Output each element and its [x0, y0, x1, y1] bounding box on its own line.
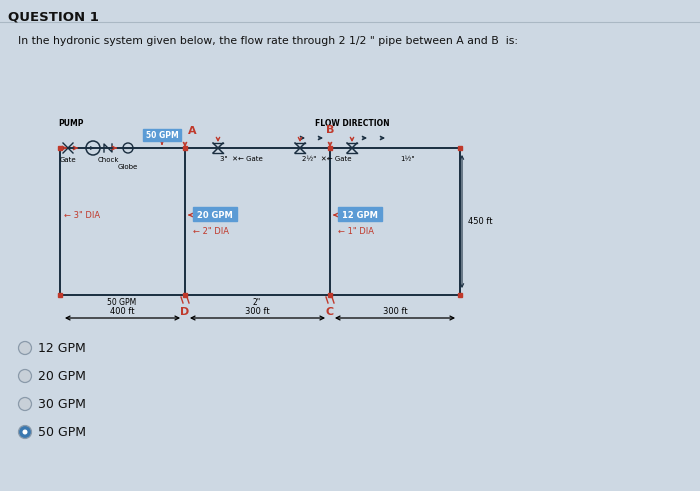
- Circle shape: [18, 398, 32, 410]
- Text: 1½": 1½": [400, 156, 414, 162]
- Text: Gate: Gate: [60, 157, 76, 163]
- Bar: [458, 146, 462, 150]
- Text: FLOW DIRECTION: FLOW DIRECTION: [315, 119, 389, 128]
- Circle shape: [18, 370, 32, 382]
- Text: QUESTION 1: QUESTION 1: [8, 10, 99, 23]
- Text: 2½"  ✕← Gate: 2½" ✕← Gate: [302, 156, 351, 162]
- Circle shape: [18, 426, 32, 438]
- Text: C: C: [326, 307, 334, 317]
- Text: 3"  ✕← Gate: 3" ✕← Gate: [220, 156, 262, 162]
- Bar: [338, 207, 382, 221]
- Bar: [183, 293, 187, 297]
- Text: ← 1" DIA: ← 1" DIA: [338, 227, 374, 236]
- Text: 300 ft: 300 ft: [245, 307, 270, 316]
- Text: 300 ft: 300 ft: [383, 307, 407, 316]
- Text: 20 GPM: 20 GPM: [197, 211, 233, 219]
- Text: In the hydronic system given below, the flow rate through 2 1/2 " pipe between A: In the hydronic system given below, the …: [18, 36, 518, 46]
- Text: Globe: Globe: [118, 164, 138, 170]
- Bar: [328, 146, 332, 150]
- Text: 50 GPM: 50 GPM: [146, 131, 178, 139]
- Text: 2": 2": [253, 298, 261, 307]
- Circle shape: [18, 342, 32, 355]
- Text: D: D: [181, 307, 190, 317]
- Text: 12 GPM: 12 GPM: [38, 342, 85, 355]
- Circle shape: [22, 430, 27, 435]
- Bar: [60, 148, 460, 295]
- Text: Chock: Chock: [97, 157, 119, 163]
- Text: ← 3" DIA: ← 3" DIA: [64, 211, 100, 219]
- Text: 20 GPM: 20 GPM: [38, 370, 86, 382]
- Bar: [58, 146, 62, 150]
- Text: B: B: [326, 125, 334, 135]
- Text: 50 GPM: 50 GPM: [38, 426, 86, 438]
- Bar: [58, 293, 62, 297]
- Text: 50 GPM: 50 GPM: [107, 298, 136, 307]
- Text: 30 GPM: 30 GPM: [38, 398, 86, 410]
- Text: 450 ft: 450 ft: [468, 217, 493, 226]
- Text: 12 GPM: 12 GPM: [342, 211, 378, 219]
- Text: ← 2" DIA: ← 2" DIA: [193, 227, 229, 236]
- Bar: [458, 293, 462, 297]
- Bar: [183, 146, 187, 150]
- Bar: [193, 207, 237, 221]
- Text: A: A: [188, 126, 197, 136]
- Bar: [328, 293, 332, 297]
- Bar: [143, 129, 181, 141]
- Text: 400 ft: 400 ft: [111, 307, 134, 316]
- Text: PUMP: PUMP: [58, 119, 84, 128]
